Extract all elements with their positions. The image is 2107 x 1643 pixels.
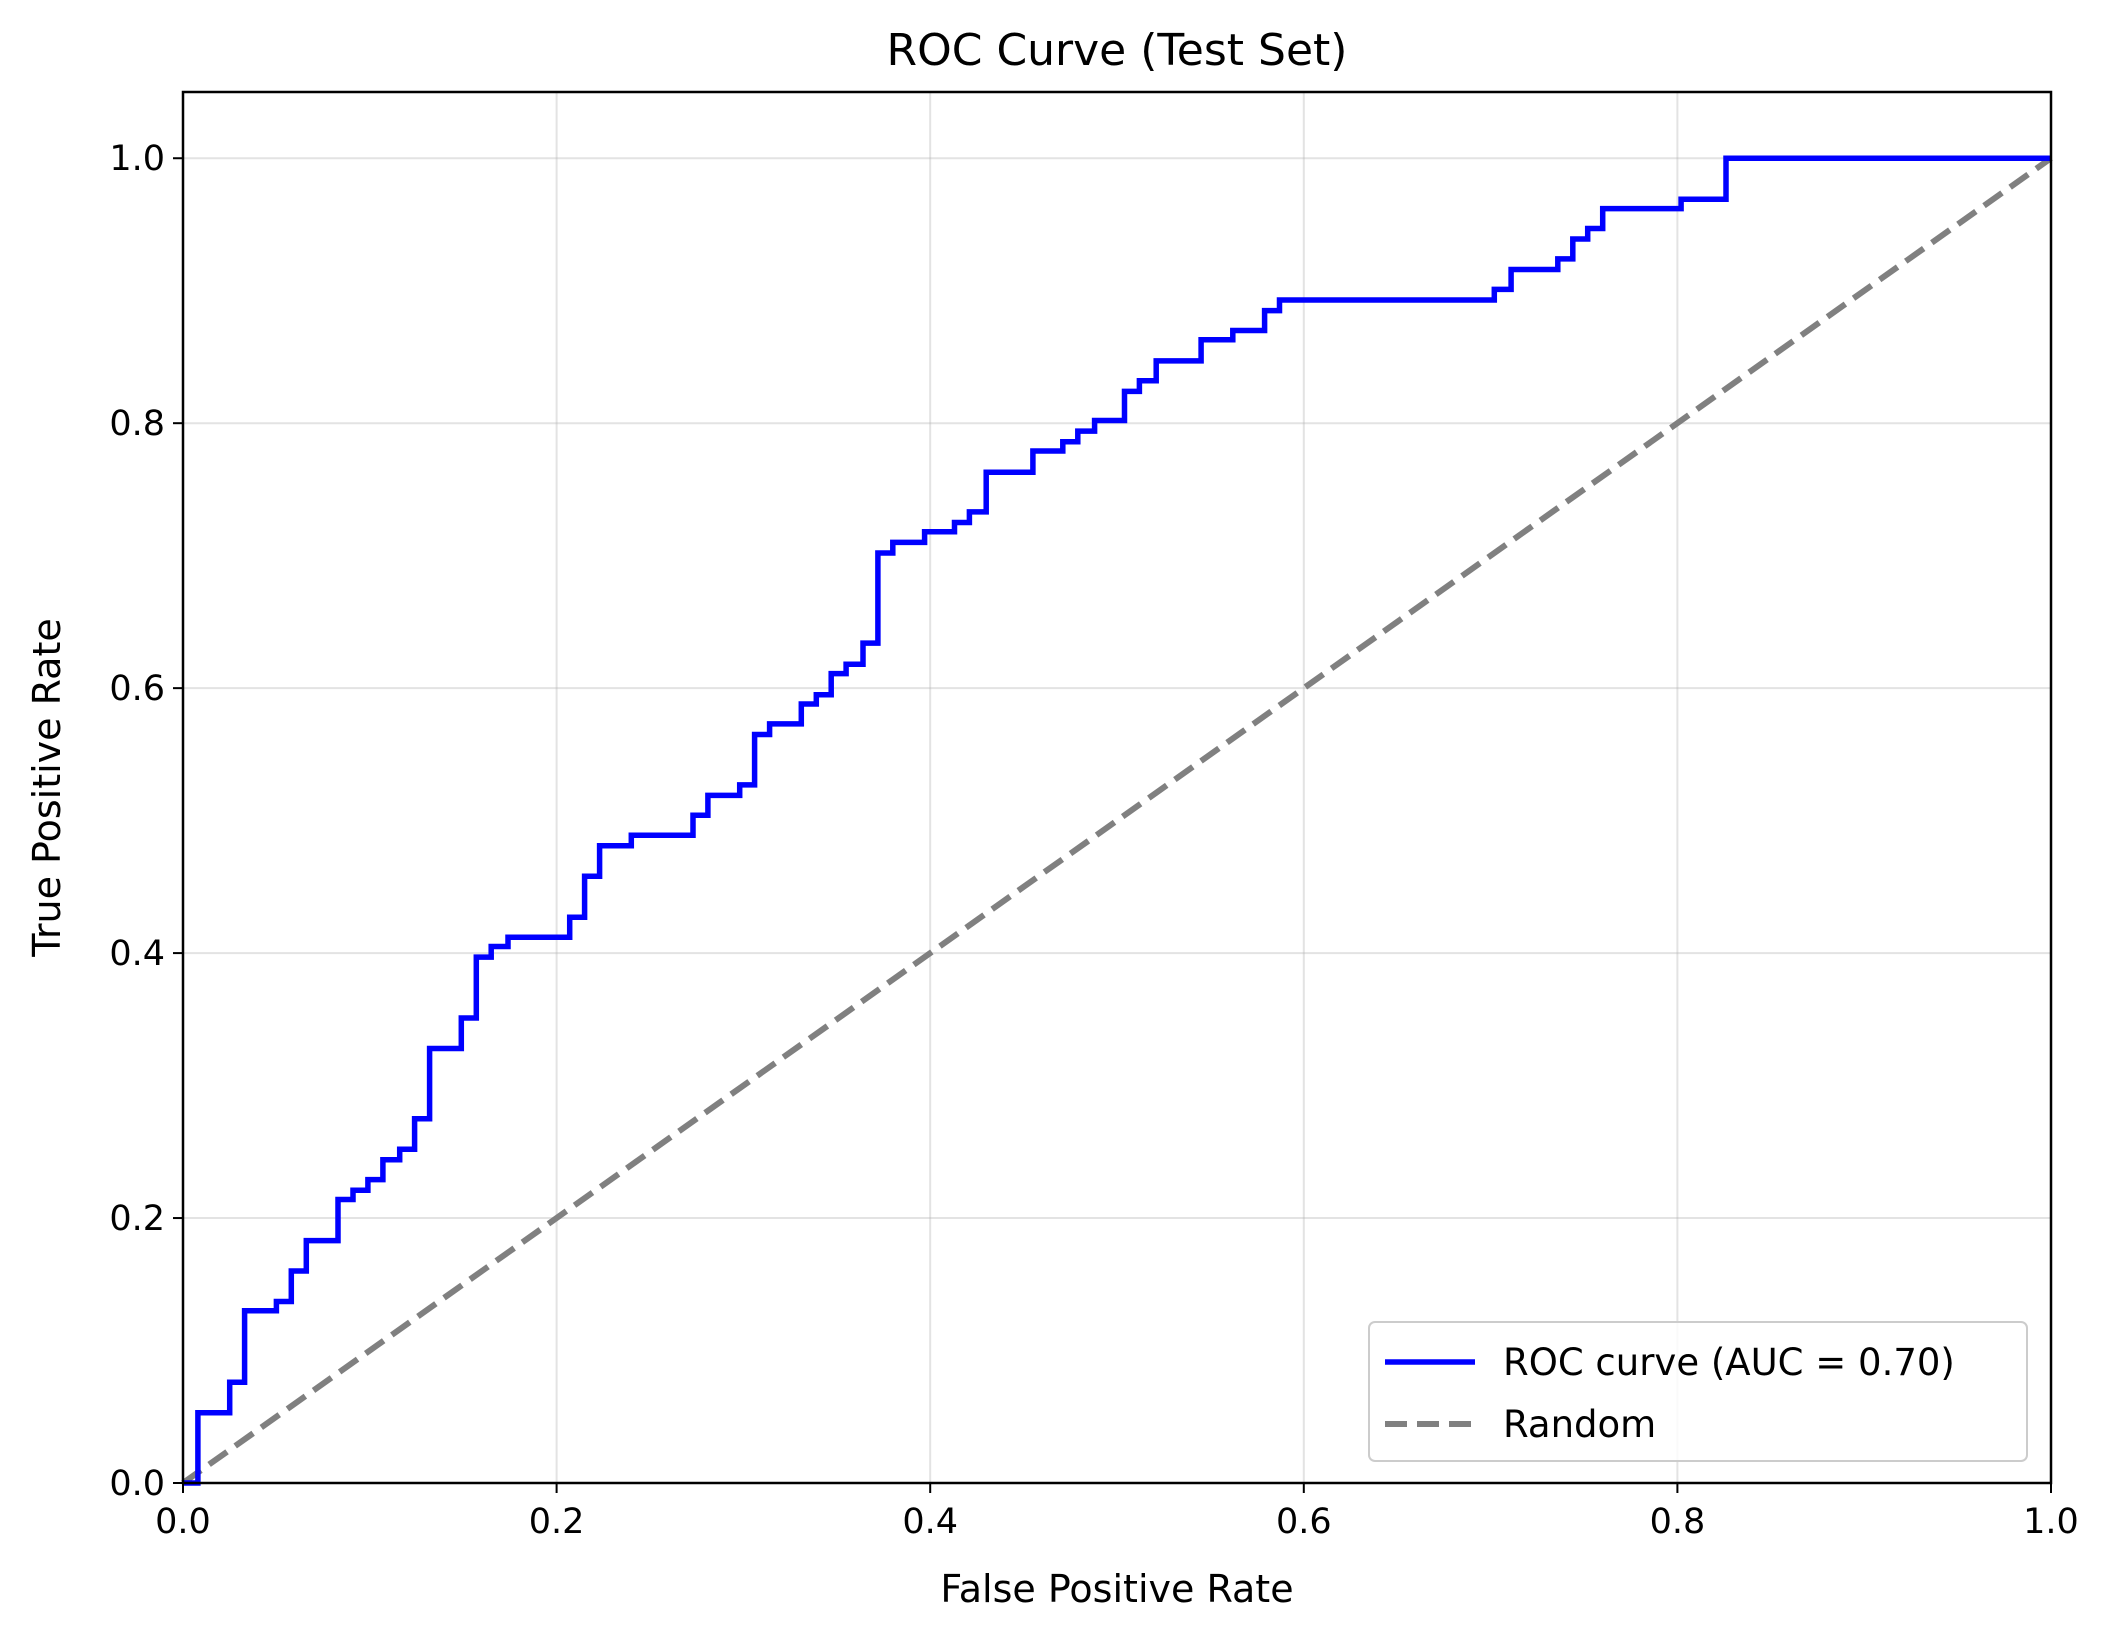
y-tick-label-5: 1.0 xyxy=(109,139,165,179)
roc-curve-line xyxy=(183,155,2051,1486)
y-tick-label-1: 0.2 xyxy=(109,1199,165,1239)
y-tick-label-0: 0.0 xyxy=(109,1464,165,1504)
x-tick-label-4: 0.8 xyxy=(1650,1502,1706,1542)
x-tick-label-3: 0.6 xyxy=(1276,1502,1332,1542)
legend: ROC curve (AUC = 0.70) Random xyxy=(1368,1321,2028,1462)
x-tick-label-0: 0.0 xyxy=(155,1502,211,1542)
chart-title: ROC Curve (Test Set) xyxy=(887,25,1348,76)
plot-frame xyxy=(181,90,2053,1485)
x-axis-label: False Positive Rate xyxy=(940,1567,1293,1611)
x-tick-label-2: 0.4 xyxy=(902,1502,958,1542)
series-layer xyxy=(181,155,2053,1486)
ticks: 0.0 0.2 0.4 0.6 0.8 1.0 0.0 0.2 0.4 0.6 0.8 1.0 xyxy=(109,139,2079,1542)
y-tick-label-3: 0.6 xyxy=(109,669,165,709)
legend-box xyxy=(1368,1321,2028,1462)
y-axis-label: True Positive Rate xyxy=(25,618,69,958)
x-tick-label-5: 1.0 xyxy=(2023,1502,2079,1542)
legend-label-random: Random xyxy=(1503,1403,1656,1446)
y-tick-label-4: 0.8 xyxy=(109,404,165,444)
random-baseline-line xyxy=(181,155,2053,1486)
legend-label-roc: ROC curve (AUC = 0.70) xyxy=(1503,1341,1955,1384)
y-tick-label-2: 0.4 xyxy=(109,934,165,974)
x-tick-label-1: 0.2 xyxy=(529,1502,585,1542)
